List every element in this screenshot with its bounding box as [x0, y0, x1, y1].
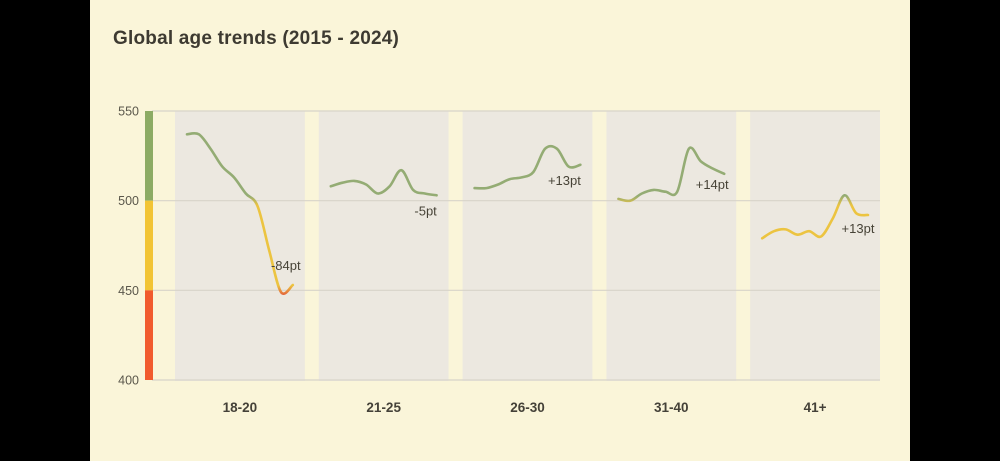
x-tick-label-21-25: 21-25 — [366, 400, 401, 415]
y-tick-label-400: 400 — [118, 374, 139, 388]
delta-annotation-21-25: -5pt — [414, 203, 437, 218]
delta-annotation-31-40: +14pt — [696, 177, 729, 192]
panel-background-31-40 — [606, 111, 737, 381]
small-multiples-line-chart: 550 500 450 400 -84pt -5pt +13pt +14pt +13pt 18-2… — [118, 105, 880, 415]
panel-background-18-20 — [175, 111, 305, 381]
axis-zone-bar-green-zone — [145, 111, 153, 201]
trend-line-21-25 — [329, 168, 438, 197]
delta-annotation-18-20: -84pt — [271, 258, 301, 273]
trend-line-31-40 — [617, 146, 726, 203]
panel-background-26-30 — [462, 111, 593, 381]
delta-annotation-41+: +13pt — [842, 221, 875, 236]
x-tick-label-26-30: 26-30 — [510, 400, 545, 415]
x-tick-label-41+: 41+ — [804, 400, 827, 415]
delta-annotation-26-30: +13pt — [548, 173, 581, 188]
y-tick-label-450: 450 — [118, 284, 139, 298]
axis-zone-bar-yellow-zone — [145, 200, 153, 291]
panel-background-21-25 — [318, 111, 449, 381]
y-tick-label-550: 550 — [118, 105, 139, 119]
trend-line-18-20 — [185, 131, 295, 295]
axis-zone-bar-red-zone — [145, 290, 153, 380]
x-tick-label-31-40: 31-40 — [654, 400, 689, 415]
chart-title: Global age trends (2015 - 2024) — [113, 28, 400, 49]
panel-background-41+ — [750, 111, 880, 381]
trend-line-26-30 — [473, 144, 582, 190]
trend-line-41+ — [760, 194, 870, 240]
chart-card: Global age trends (2015 - 2024) 550 500 45… — [90, 0, 910, 461]
y-tick-label-500: 500 — [118, 194, 139, 208]
x-tick-label-18-20: 18-20 — [223, 400, 258, 415]
